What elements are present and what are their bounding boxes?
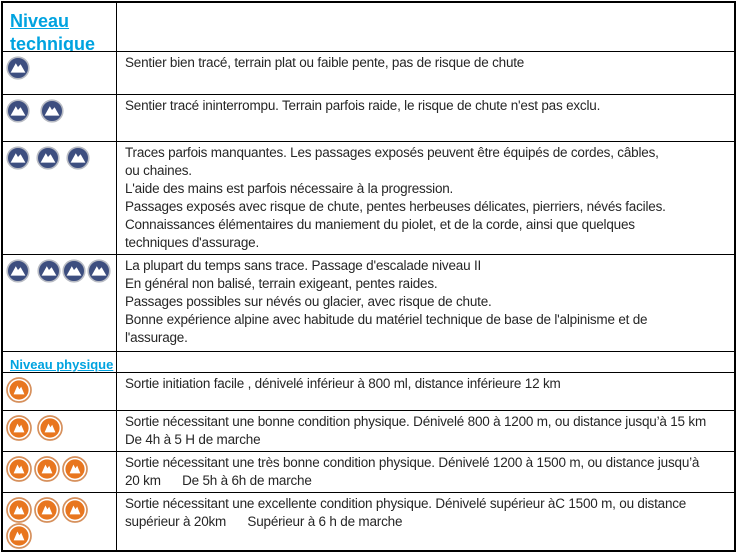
level-description: Sentier tracé ininterrompu. Terrain parf… xyxy=(125,98,601,113)
mountain-badge-blue-icon xyxy=(6,146,30,170)
level-description: Traces parfois manquantes. Les passages … xyxy=(125,145,666,250)
level-description: La plupart du temps sans trace. Passage … xyxy=(125,258,648,345)
mountain-badge-orange-icon xyxy=(62,497,88,523)
table-row: Traces parfois manquantes. Les passages … xyxy=(3,142,734,255)
mountain-badge-blue-icon xyxy=(6,99,30,123)
mountain-badge-orange-icon xyxy=(6,456,32,482)
level-icons-cell xyxy=(3,142,117,254)
level-description: Sortie nécessitant une bonne condition p… xyxy=(125,414,706,447)
mountain-badge-orange-icon xyxy=(34,456,60,482)
level-description: Sortie nécessitant une excellente condit… xyxy=(125,496,687,529)
level-icons-cell xyxy=(3,52,117,94)
niveau-technique-header-cell: Niveau technique xyxy=(3,3,117,51)
mountain-badge-orange-icon xyxy=(62,456,88,482)
mountain-badge-orange-icon xyxy=(6,415,32,441)
mountain-badge-orange-icon xyxy=(6,497,32,523)
table-row: Sortie nécessitant une excellente condit… xyxy=(3,493,734,550)
mountain-badge-blue-icon xyxy=(6,56,30,80)
section-header-row-technique: Niveau technique xyxy=(3,3,734,52)
mountain-badge-orange-icon xyxy=(37,415,63,441)
niveau-physique-header-cell: Niveau physique xyxy=(3,352,117,372)
level-icons-cell xyxy=(3,493,117,550)
physique-header-empty-cell xyxy=(117,352,734,372)
mountain-badge-blue-icon xyxy=(66,146,90,170)
mountain-badge-blue-icon xyxy=(87,259,111,283)
table-row: La plupart du temps sans trace. Passage … xyxy=(3,255,734,352)
mountain-badge-blue-icon xyxy=(62,259,86,283)
level-icons-cell xyxy=(3,255,117,351)
level-icons-cell xyxy=(3,373,117,410)
table-row: Sortie nécessitant une très bonne condit… xyxy=(3,452,734,493)
physique-rows-group: Sortie initiation facile , dénivelé infé… xyxy=(3,373,734,550)
level-icons-cell xyxy=(3,411,117,451)
level-description: Sortie initiation facile , dénivelé infé… xyxy=(125,376,561,391)
level-description: Sentier bien tracé, terrain plat ou faib… xyxy=(125,55,525,70)
mountain-badge-blue-icon xyxy=(36,146,60,170)
mountain-badge-orange-icon xyxy=(34,497,60,523)
mountain-badge-blue-icon xyxy=(6,259,30,283)
table-row: Sentier bien tracé, terrain plat ou faib… xyxy=(3,52,734,95)
mountain-badge-blue-icon xyxy=(37,259,61,283)
table-row: Sortie initiation facile , dénivelé infé… xyxy=(3,373,734,411)
niveau-technique-link[interactable]: Niveau technique xyxy=(10,11,96,51)
technique-header-empty-cell xyxy=(117,3,734,51)
level-description: Sortie nécessitant une très bonne condit… xyxy=(125,455,700,488)
table-row: Sortie nécessitant une bonne condition p… xyxy=(3,411,734,452)
niveau-physique-link[interactable]: Niveau physique xyxy=(10,357,114,372)
mountain-badge-orange-icon xyxy=(6,523,32,549)
table-row: Sentier tracé ininterrompu. Terrain parf… xyxy=(3,95,734,142)
mountain-badge-orange-icon xyxy=(6,377,32,403)
level-icons-cell xyxy=(3,452,117,492)
level-icons-cell xyxy=(3,95,117,141)
section-header-row-physique: Niveau physique xyxy=(3,352,734,373)
mountain-badge-blue-icon xyxy=(40,99,64,123)
technique-rows-group: Sentier bien tracé, terrain plat ou faib… xyxy=(3,52,734,352)
